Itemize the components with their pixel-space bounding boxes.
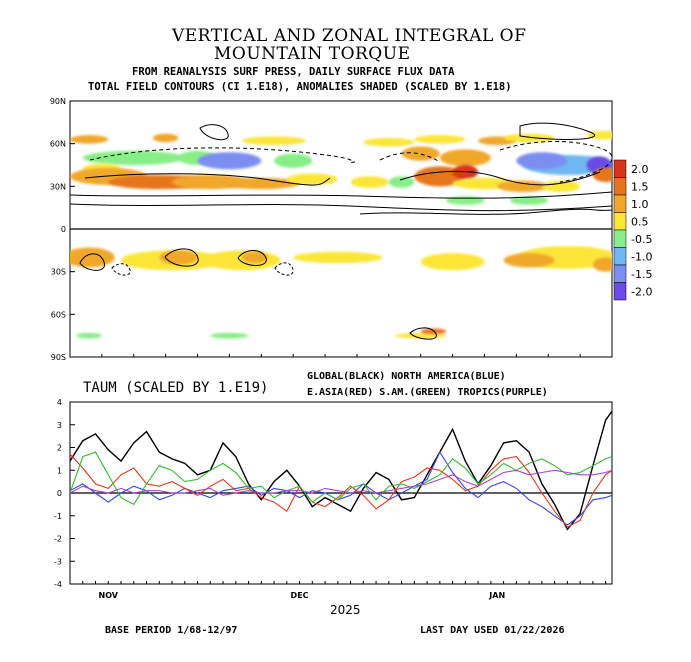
line-y-tick-label: 4 xyxy=(57,398,62,407)
anomaly-blob xyxy=(152,133,179,143)
colorbar-swatch xyxy=(613,229,627,248)
anomaly-blob xyxy=(70,247,115,268)
anomaly-blob xyxy=(541,180,581,193)
chart-title-line2: MOUNTAIN TORQUE xyxy=(214,44,411,64)
line-y-tick-label: -4 xyxy=(54,580,62,589)
line-y-axis: 4 3 2 1 0 -1 -2 -3 -4 xyxy=(54,398,75,589)
colorbar-swatch xyxy=(613,194,627,213)
anomaly-blob xyxy=(350,176,389,188)
line-panel: 4 3 2 1 0 -1 -2 -3 -4 NOV DEC JAN xyxy=(54,398,613,600)
line-series-group xyxy=(70,410,612,531)
anomaly-blob xyxy=(70,135,109,144)
map-y-tick-label: 60N xyxy=(50,140,66,149)
anomaly-blob xyxy=(516,152,568,170)
colorbar-label: 1.0 xyxy=(631,198,649,211)
series-line xyxy=(70,451,612,506)
line-x-tick-label: NOV xyxy=(99,591,119,600)
map-panel: 90N 60N 30N 0 30S 60S 90S xyxy=(50,97,613,362)
colorbar-label: -1.0 xyxy=(631,250,652,263)
line-x-axis: NOV DEC JAN xyxy=(69,581,607,600)
colorbar-swatch xyxy=(613,264,627,283)
colorbar-swatch xyxy=(613,282,627,301)
colorbar-label: -2.0 xyxy=(631,285,652,298)
anomaly-blob xyxy=(274,153,313,168)
chart-title-line1: VERTICAL AND ZONAL INTEGRAL OF xyxy=(172,26,527,46)
colorbar-label: 1.5 xyxy=(631,180,649,193)
anomaly-blob xyxy=(242,136,306,146)
map-y-tick-label: 90S xyxy=(51,353,66,362)
map-y-tick-label: 30S xyxy=(51,268,66,277)
line-y-tick-label: -3 xyxy=(54,557,62,566)
line-chart-title: TAUM (SCALED BY 1.E19) xyxy=(83,380,269,396)
map-total-contours xyxy=(70,122,612,340)
series-line xyxy=(70,469,612,496)
legend-line1: GLOBAL(BLACK) NORTH AMERICA(BLUE) xyxy=(307,371,506,382)
colorbar-label: -0.5 xyxy=(631,233,652,246)
anomaly-blob xyxy=(414,135,466,144)
colorbar-swatch xyxy=(613,177,627,196)
anomaly-blob xyxy=(509,196,549,205)
map-y-tick-label: 30N xyxy=(50,182,66,191)
anomaly-blob xyxy=(388,176,415,188)
map-y-tick-label: 0 xyxy=(61,225,66,234)
anomaly-blob xyxy=(197,152,262,170)
anomaly-blob xyxy=(503,253,555,268)
subtitle-line1: FROM REANALYSIS SURF PRESS, DAILY SURFAC… xyxy=(132,66,455,78)
line-y-tick-label: 3 xyxy=(57,421,62,430)
anomaly-blob xyxy=(395,332,447,339)
anomaly-blob xyxy=(503,133,555,143)
line-y-tick-label: 0 xyxy=(57,489,62,498)
map-y-tick-label: 60S xyxy=(51,310,66,319)
colorbar-label: -1.5 xyxy=(631,268,652,281)
line-y-tick-label: -2 xyxy=(54,535,62,544)
anomaly-blob xyxy=(363,137,415,147)
anomaly-blob xyxy=(420,253,485,271)
anomaly-blob xyxy=(293,251,383,264)
anomaly-blob xyxy=(76,332,102,339)
line-y-tick-label: 1 xyxy=(57,466,62,475)
colorbar-swatch xyxy=(613,247,627,266)
anomaly-blob xyxy=(592,167,612,183)
last-day-label: LAST DAY USED 01/22/2026 xyxy=(420,625,565,636)
subtitle-line2: TOTAL FIELD CONTOURS (CI 1.E18), ANOMALI… xyxy=(88,81,512,93)
colorbar-swatch xyxy=(613,159,627,178)
line-x-tick-label: DEC xyxy=(291,591,309,600)
map-y-tick-label: 90N xyxy=(50,97,66,106)
anomaly-blob xyxy=(586,130,612,140)
anomaly-blob xyxy=(82,150,185,165)
anomaly-blob xyxy=(592,257,612,272)
colorbar-swatch xyxy=(613,212,627,231)
line-y-tick-label: -1 xyxy=(54,512,62,521)
year-label: 2025 xyxy=(330,603,361,617)
anomaly-blob xyxy=(223,177,300,190)
colorbar-label: 2.0 xyxy=(631,163,649,176)
series-line xyxy=(70,450,612,526)
colorbar-label: 0.5 xyxy=(631,215,649,228)
map-anomaly-shading xyxy=(70,130,612,339)
line-y-tick-label: 2 xyxy=(57,444,62,453)
anomaly-blob xyxy=(242,251,268,264)
anomaly-blob xyxy=(497,180,549,193)
map-y-axis: 90N 60N 30N 0 30S 60S 90S xyxy=(50,97,613,362)
series-line xyxy=(70,410,612,531)
anomaly-blob xyxy=(439,149,491,167)
line-x-tick-label: JAN xyxy=(488,591,505,600)
colorbar: 2.0 1.5 1.0 0.5 -0.5 -1.0 -1.5 -2.0 xyxy=(613,159,652,301)
base-period-label: BASE PERIOD 1/68-12/97 xyxy=(105,625,238,636)
legend-line2: E.ASIA(RED) S.AM.(GREEN) TROPICS(PURPLE) xyxy=(307,387,548,398)
anomaly-blob xyxy=(210,332,249,339)
